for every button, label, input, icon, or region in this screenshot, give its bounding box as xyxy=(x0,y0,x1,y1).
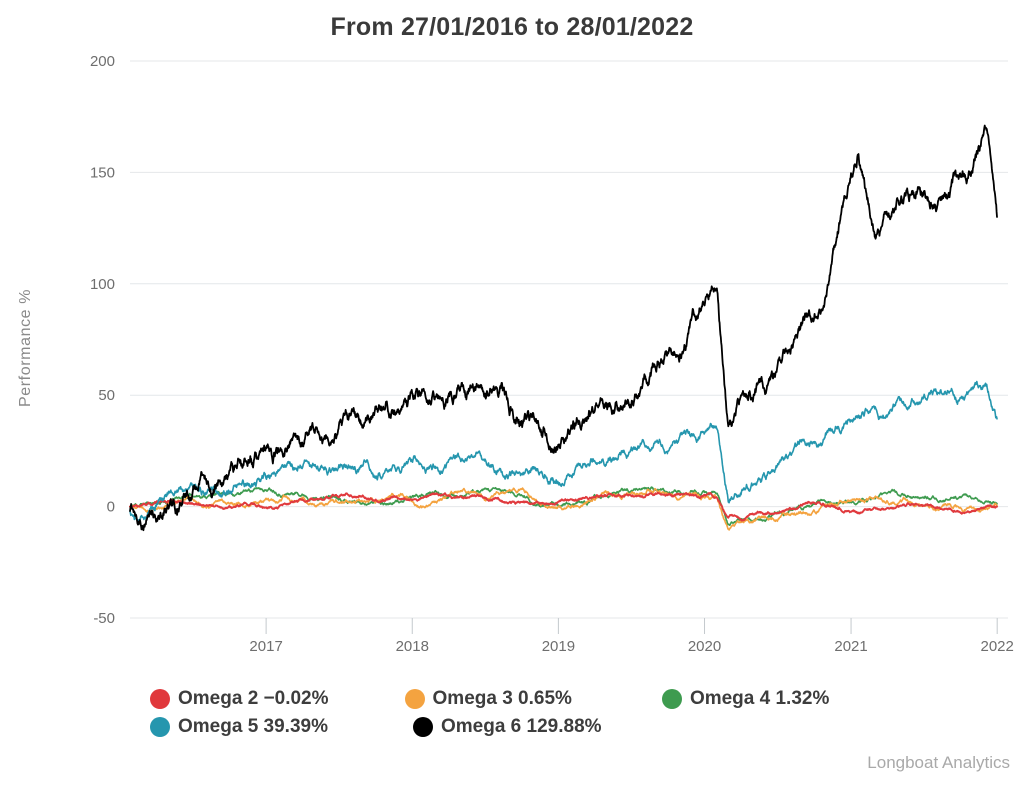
svg-text:2017: 2017 xyxy=(249,638,282,655)
svg-text:2021: 2021 xyxy=(834,638,867,655)
svg-text:-50: -50 xyxy=(93,610,115,627)
svg-text:100: 100 xyxy=(90,276,115,293)
svg-text:2019: 2019 xyxy=(542,638,575,655)
svg-text:2020: 2020 xyxy=(688,638,721,655)
svg-text:200: 200 xyxy=(90,53,115,70)
svg-text:150: 150 xyxy=(90,164,115,181)
svg-text:2022: 2022 xyxy=(981,638,1014,655)
svg-text:0: 0 xyxy=(107,499,115,516)
svg-text:2018: 2018 xyxy=(396,638,429,655)
svg-text:Performance %: Performance % xyxy=(17,289,34,407)
svg-text:50: 50 xyxy=(98,387,115,404)
